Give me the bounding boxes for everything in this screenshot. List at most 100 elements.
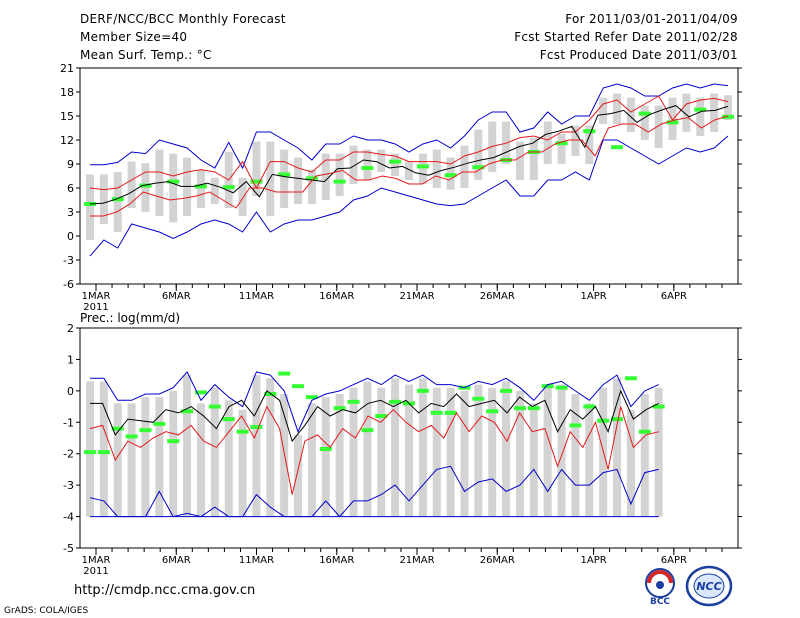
temp-ytick-label: 15 xyxy=(60,110,74,123)
prec-box-34 xyxy=(543,387,552,517)
prec-median-23 xyxy=(389,399,402,404)
prec-median-21 xyxy=(361,428,374,433)
ncc-logo: NCC xyxy=(685,565,733,607)
temp-box-29 xyxy=(474,129,483,180)
prec-box-17 xyxy=(307,403,316,517)
prec-box-2 xyxy=(99,381,108,517)
prec-median-33 xyxy=(527,406,540,411)
temp-xtick-label: 6APR xyxy=(661,291,687,302)
bcc-logo-text: BCC xyxy=(650,597,670,606)
prec-median-32 xyxy=(513,406,526,411)
prec-line-mean xyxy=(90,389,659,443)
temp-box-40 xyxy=(626,97,635,132)
prec-box-37 xyxy=(585,403,594,517)
prec-ytick-label: -1 xyxy=(63,416,74,429)
prec-line-mean_minus xyxy=(89,405,659,495)
forecast-range-label: For 2011/03/01-2011/04/09 xyxy=(565,12,738,26)
temp-box-42 xyxy=(654,105,663,148)
temp-box-47 xyxy=(724,95,732,120)
prec-box-35 xyxy=(557,384,566,517)
temp-box-1 xyxy=(86,174,94,240)
temp-box-43 xyxy=(668,97,677,140)
prec-box-21 xyxy=(363,381,372,517)
prec-box-4 xyxy=(127,403,136,517)
prec-xtick-label: 1APR xyxy=(580,555,606,566)
prec-line-min xyxy=(89,465,659,518)
temp-box-18 xyxy=(321,153,330,200)
prec-box-8 xyxy=(183,375,192,517)
prec-median-41 xyxy=(638,429,651,434)
prec-box-31 xyxy=(502,381,511,517)
prec-median-13 xyxy=(250,425,263,429)
prec-box-24 xyxy=(405,384,413,517)
temp-box-46 xyxy=(710,93,719,132)
temp-box-19 xyxy=(335,153,344,196)
temp-line-mean xyxy=(89,105,729,205)
prec-box-28 xyxy=(460,390,469,517)
prec-xtick-label: 21MAR xyxy=(399,555,434,566)
temp-median-17 xyxy=(305,176,318,181)
prec-median-5 xyxy=(139,428,152,433)
prec-median-42 xyxy=(652,404,665,409)
ncc-logo-text: NCC xyxy=(696,580,721,593)
prec-ytick-label: 0 xyxy=(67,385,74,398)
prec-variable-label: Prec.: log(mm/d) xyxy=(80,311,180,325)
prec-median-27 xyxy=(444,410,457,415)
prec-median-11 xyxy=(222,417,235,422)
prec-xtick-label: 1MAR xyxy=(82,555,111,566)
temp-median-25 xyxy=(416,164,429,169)
prec-box-30 xyxy=(488,387,497,517)
temp-box-17 xyxy=(307,169,316,204)
temp-xtick-label: 16MAR xyxy=(319,291,354,302)
prec-ytick-label: -4 xyxy=(63,511,74,524)
temp-line-mean_plus xyxy=(89,95,729,191)
prec-median-22 xyxy=(375,414,388,418)
temp-ytick-label: 12 xyxy=(60,134,74,147)
prec-median-31 xyxy=(500,388,513,393)
prec-box-29 xyxy=(474,384,483,517)
grads-credit: GrADS: COLA/IGES xyxy=(4,606,89,616)
prec-median-29 xyxy=(472,396,485,401)
temp-ytick-label: 18 xyxy=(60,86,74,99)
temp-box-12 xyxy=(238,177,247,216)
temp-box-44 xyxy=(682,93,691,132)
prec-median-7 xyxy=(167,439,180,444)
temp-median-23 xyxy=(389,159,402,164)
prec-box-41 xyxy=(640,394,649,517)
prec-frame xyxy=(79,327,739,549)
temp-median-45 xyxy=(694,107,707,112)
prec-box-33 xyxy=(529,403,538,517)
prec-box-5 xyxy=(141,397,150,517)
temp-ytick-label: 3 xyxy=(67,206,74,219)
prec-median-6 xyxy=(153,421,166,426)
temp-box-15 xyxy=(280,149,289,208)
temp-median-27 xyxy=(444,173,457,178)
prec-box-26 xyxy=(432,387,441,517)
prec-box-39 xyxy=(613,378,622,517)
prec-median-35 xyxy=(555,385,568,390)
temp-xtick-label: 6MAR xyxy=(162,291,191,302)
prec-median-25 xyxy=(416,388,429,393)
prec-median-19 xyxy=(333,406,346,411)
temp-box-20 xyxy=(349,145,358,184)
prec-box-11 xyxy=(224,400,233,517)
prec-box-15 xyxy=(280,394,289,517)
prec-median-8 xyxy=(181,409,194,414)
temp-ytick-label: -3 xyxy=(63,254,74,267)
refer-date-label: Fcst Started Refer Date 2011/02/28 xyxy=(514,30,738,44)
temp-median-11 xyxy=(222,185,235,190)
prec-box-36 xyxy=(571,394,580,517)
prec-box-10 xyxy=(210,387,219,517)
prec-median-17 xyxy=(305,395,318,400)
prec-median-18 xyxy=(319,447,332,451)
source-url[interactable]: http://cmdp.ncc.cma.gov.cn xyxy=(74,583,256,598)
prec-median-30 xyxy=(486,409,499,414)
prec-xtick-label: 26MAR xyxy=(480,555,515,566)
prec-median-16 xyxy=(292,384,305,389)
temp-box-37 xyxy=(585,125,594,164)
temp-median-13 xyxy=(250,179,263,184)
chart-title: DERF/NCC/BCC Monthly Forecast xyxy=(80,12,286,26)
temp-box-4 xyxy=(127,161,136,208)
prec-ytick-label: -3 xyxy=(63,479,74,492)
